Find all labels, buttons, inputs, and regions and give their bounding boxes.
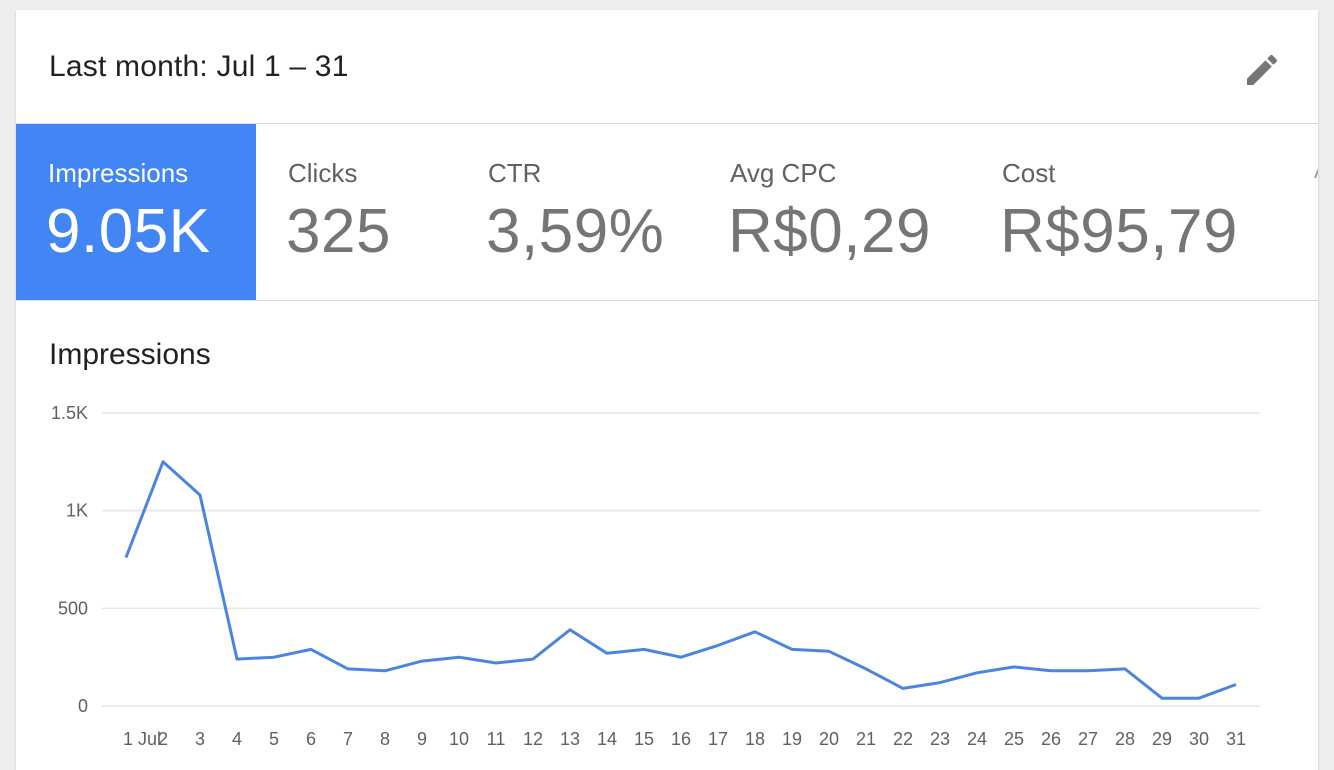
data-point[interactable]: [1119, 663, 1131, 675]
data-point[interactable]: [453, 651, 465, 663]
metric-clicks[interactable]: Clicks 325: [256, 124, 456, 300]
x-tick-label: 2: [158, 729, 168, 749]
data-point[interactable]: [601, 647, 613, 659]
data-point[interactable]: [157, 456, 169, 468]
card-header: Last month: Jul 1 – 31: [16, 10, 1318, 124]
x-tick-label: 29: [1152, 729, 1172, 749]
metrics-row: Impressions 9.05K Clicks 325 CTR 3,59% A…: [16, 124, 1318, 301]
x-tick-label: 6: [306, 729, 316, 749]
metric-value: 325: [286, 197, 391, 266]
data-point[interactable]: [564, 624, 576, 636]
data-point[interactable]: [416, 655, 428, 667]
performance-card: Last month: Jul 1 – 31 Impressions 9.05K…: [16, 10, 1318, 770]
x-tick-label: 22: [893, 729, 913, 749]
data-point[interactable]: [1193, 692, 1205, 704]
x-tick-label: 23: [930, 729, 950, 749]
x-tick-label: 19: [782, 729, 802, 749]
data-point[interactable]: [675, 651, 687, 663]
x-tick-label: 16: [671, 729, 691, 749]
data-point[interactable]: [786, 643, 798, 655]
metric-value: R$0,29: [728, 197, 931, 266]
x-tick-label: 21: [856, 729, 876, 749]
x-tick-label: 18: [745, 729, 765, 749]
x-tick-label: 15: [634, 729, 654, 749]
data-point[interactable]: [1082, 665, 1094, 677]
metric-value: 3,59%: [486, 197, 665, 266]
x-tick-label: 8: [380, 729, 390, 749]
x-tick-label: 12: [523, 729, 543, 749]
data-point[interactable]: [823, 645, 835, 657]
metric-avg-cpc[interactable]: Avg CPC R$0,29: [698, 124, 970, 300]
data-point[interactable]: [268, 651, 280, 663]
data-point[interactable]: [934, 677, 946, 689]
metric-value: R$95,79: [1000, 197, 1238, 266]
data-point[interactable]: [379, 665, 391, 677]
data-point[interactable]: [1045, 665, 1057, 677]
metric-label: Avg CPC: [730, 158, 837, 188]
data-point[interactable]: [527, 653, 539, 665]
data-point[interactable]: [342, 663, 354, 675]
x-tick-label: 28: [1115, 729, 1135, 749]
x-tick-label: 20: [819, 729, 839, 749]
edit-button[interactable]: [1236, 44, 1288, 96]
metric-label: Impressions: [48, 158, 189, 188]
metric-ctr[interactable]: CTR 3,59%: [456, 124, 698, 300]
metric-impressions[interactable]: Impressions 9.05K: [16, 124, 256, 300]
metric-label: Clicks: [288, 158, 358, 188]
x-tick-label: 13: [560, 729, 580, 749]
data-point[interactable]: [231, 653, 243, 665]
x-tick-label: 3: [195, 729, 205, 749]
x-tick-label: 17: [708, 729, 728, 749]
x-tick-label: 1 Jul: [123, 729, 161, 749]
x-tick-label: 31: [1226, 729, 1246, 749]
data-point[interactable]: [490, 657, 502, 669]
date-range-label[interactable]: Last month: Jul 1 – 31: [49, 50, 349, 83]
x-tick-label: 4: [232, 729, 242, 749]
x-tick-label: 11: [487, 729, 506, 749]
y-tick-label: 1.5K: [51, 403, 88, 423]
metric-label: A: [1314, 158, 1318, 184]
x-tick-label: 25: [1004, 729, 1024, 749]
x-tick-label: 24: [967, 729, 987, 749]
data-point[interactable]: [1008, 661, 1020, 673]
data-point[interactable]: [712, 639, 724, 651]
x-tick-label: 27: [1078, 729, 1098, 749]
data-point[interactable]: [897, 682, 909, 694]
data-point[interactable]: [860, 663, 872, 675]
x-tick-label: 7: [343, 729, 353, 749]
y-tick-label: 1K: [66, 501, 88, 521]
data-point[interactable]: [305, 643, 317, 655]
data-point[interactable]: [971, 667, 983, 679]
metric-cut-off[interactable]: A: [1290, 124, 1318, 300]
data-point[interactable]: [638, 643, 650, 655]
x-tick-label: 10: [449, 729, 469, 749]
metric-label: Cost: [1002, 158, 1056, 188]
metric-label: CTR: [488, 158, 542, 188]
metric-cost[interactable]: Cost R$95,79: [970, 124, 1290, 300]
y-tick-label: 500: [58, 598, 88, 618]
data-point[interactable]: [749, 626, 761, 638]
data-point[interactable]: [120, 552, 132, 564]
chart-title: Impressions: [49, 338, 211, 371]
y-tick-label: 0: [78, 696, 88, 716]
x-tick-label: 5: [269, 729, 279, 749]
x-tick-label: 9: [417, 729, 427, 749]
data-point[interactable]: [1230, 679, 1242, 691]
impressions-series-line: [124, 460, 1237, 700]
x-tick-label: 30: [1189, 729, 1209, 749]
pencil-icon: [1247, 54, 1278, 85]
metric-value: 9.05K: [46, 197, 211, 266]
x-tick-label: 26: [1041, 729, 1061, 749]
data-point[interactable]: [1156, 692, 1168, 704]
x-tick-label: 14: [597, 729, 617, 749]
data-point[interactable]: [194, 489, 206, 501]
